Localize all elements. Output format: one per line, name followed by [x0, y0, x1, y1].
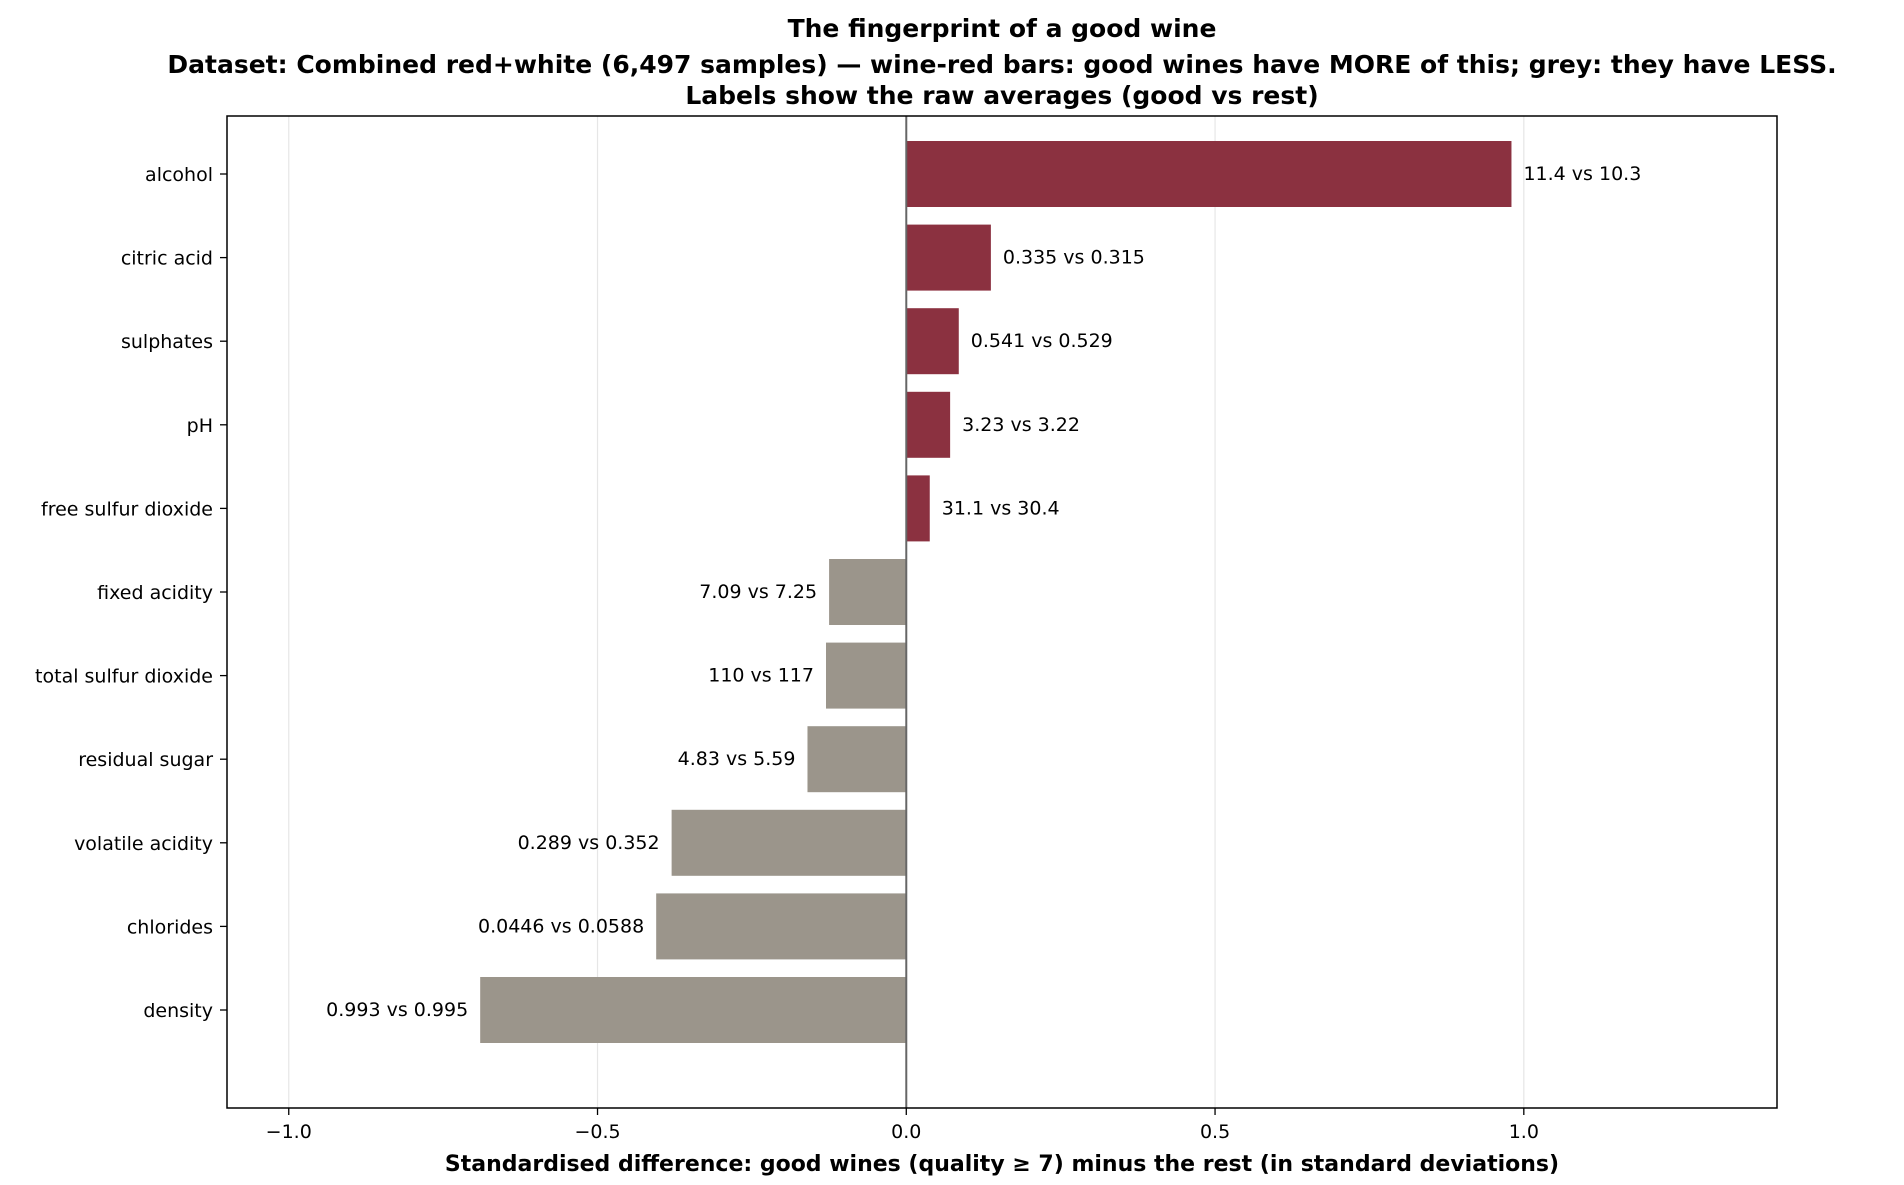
bar-value-label: 0.289 vs 0.352 — [518, 832, 660, 854]
bar — [906, 391, 951, 458]
bar — [906, 308, 959, 375]
chart-title: The fingerprint of a good wine — [788, 14, 1217, 43]
y-tick-label: sulphates — [121, 331, 213, 353]
bars — [480, 141, 1512, 1043]
bar-value-label: 31.1 vs 30.4 — [942, 497, 1060, 519]
bar — [656, 893, 907, 960]
x-axis-label: Standardised difference: good wines (qua… — [445, 1152, 1559, 1177]
bar — [906, 141, 1512, 207]
bar — [906, 224, 991, 291]
y-axis-ticks: alcohol citric acid sulphates pH free sulfur… — [35, 164, 227, 1022]
bar — [826, 642, 907, 709]
y-tick-label: chlorides — [127, 916, 213, 938]
bar-labels: 11.4 vs 10.3 0.335 vs 0.315 0.541 vs 0.529… — [326, 163, 1641, 1021]
bar-value-label: 0.993 vs 0.995 — [326, 999, 468, 1021]
bar-value-label: 0.0446 vs 0.0588 — [478, 915, 644, 937]
x-tick-label: 1.0 — [1509, 1121, 1539, 1143]
bar-value-label: 0.541 vs 0.529 — [971, 330, 1113, 352]
bar-value-label: 7.09 vs 7.25 — [699, 581, 817, 603]
y-tick-label: residual sugar — [78, 749, 213, 771]
chart-subtitle: Dataset: Combined red+white (6,497 sampl… — [167, 50, 1836, 79]
bar-value-label: 0.335 vs 0.315 — [1003, 247, 1145, 269]
bar — [906, 475, 930, 542]
bar — [671, 809, 907, 876]
bar-value-label: 4.83 vs 5.59 — [678, 748, 796, 770]
bar — [807, 726, 907, 793]
x-tick-label: −0.5 — [574, 1121, 620, 1143]
y-tick-label: citric acid — [121, 248, 213, 270]
y-tick-label: alcohol — [145, 164, 213, 186]
bar — [829, 559, 907, 625]
plot-frame — [226, 115, 1778, 1109]
bar-value-label: 3.23 vs 3.22 — [962, 414, 1080, 436]
bar — [480, 977, 907, 1043]
bar-value-label: 11.4 vs 10.3 — [1523, 163, 1641, 185]
y-tick-label: volatile acidity — [74, 833, 213, 855]
bar-value-label: 110 vs 117 — [708, 665, 814, 687]
y-tick-label: density — [143, 1000, 213, 1022]
y-tick-label: total sulfur dioxide — [35, 666, 213, 688]
x-axis-ticks: −1.0 −0.5 0.0 0.5 1.0 — [266, 1108, 1539, 1143]
x-tick-label: 0.0 — [891, 1121, 921, 1143]
chart-subtitle-2: Labels show the raw averages (good vs re… — [685, 81, 1318, 110]
x-tick-label: 0.5 — [1200, 1121, 1230, 1143]
y-tick-label: pH — [187, 415, 213, 437]
y-tick-label: fixed acidity — [97, 582, 213, 604]
x-tick-label: −1.0 — [266, 1121, 312, 1143]
y-tick-label: free sulfur dioxide — [41, 498, 213, 520]
